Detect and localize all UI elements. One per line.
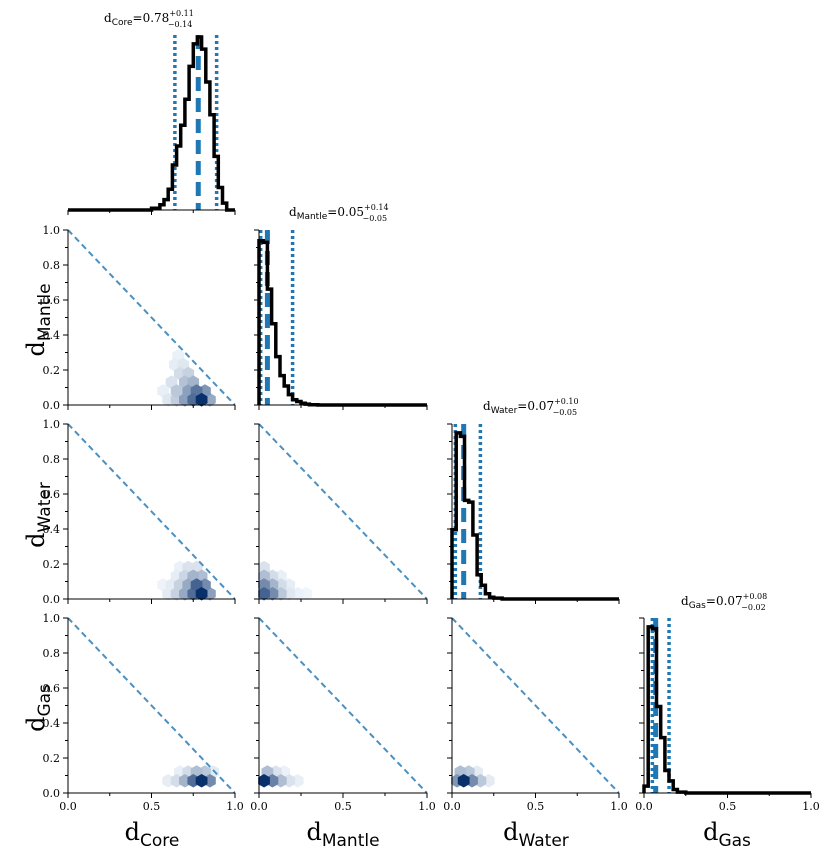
y-tick-label-1-0-5: 1.0	[43, 224, 61, 237]
density-hex-3-1-7	[258, 774, 270, 788]
y-tick-label-2-0-0: 0.0	[43, 593, 61, 606]
histogram-water	[450, 431, 619, 601]
title-water: dWater=0.07+0.10 −0.05	[483, 397, 579, 417]
title-core: dCore=0.78+0.11 −0.14	[104, 9, 194, 29]
title-mantle: dMantle=0.05+0.14 −0.05	[289, 203, 389, 223]
x-tick-label-3-3-1: 0.5	[719, 800, 737, 813]
density-hex-2-1-13	[258, 587, 270, 601]
panel-core-vs-core	[67, 35, 236, 215]
x-tick-label-3-1-2: 1.0	[418, 800, 436, 813]
x-tick-label-3-0-2: 1.0	[226, 800, 244, 813]
ylabel-water: dWater	[22, 482, 55, 548]
x-tick-label-3-2-0: 0.0	[443, 800, 461, 813]
panel-water-vs-core: 0.0 0.2 0.4 0.6 0.8 1.0	[43, 418, 236, 606]
xlabel-gas: dGas	[703, 818, 751, 851]
histogram-gas	[642, 625, 811, 795]
density-hex-2-1-11	[258, 578, 270, 592]
x-tick-label-3-3-0: 0.0	[635, 800, 653, 813]
x-tick-label-3-0-0: 0.0	[59, 800, 77, 813]
histogram-core	[68, 35, 235, 212]
x-tick-label-3-0-1: 0.5	[143, 800, 161, 813]
y-tick-label-1-0-2: 0.4	[43, 329, 61, 342]
xlabel-water: dWater	[503, 818, 569, 851]
panel-mantle-vs-core: 0.0 0.2 0.4 0.6 0.8 1.0	[43, 224, 236, 412]
sum-constraint-line-1-0	[67, 229, 236, 406]
sum-constraint-line-3-1	[258, 617, 428, 794]
x-tick-label-3-2-1: 0.5	[527, 800, 545, 813]
x-tick-label-3-1-0: 0.0	[250, 800, 268, 813]
density-hex-2-1-5	[258, 560, 270, 575]
sum-constraint-line-2-0	[67, 423, 236, 600]
x-tick-label-3-3-2: 1.0	[802, 800, 820, 813]
density-hex-3-0-10	[195, 774, 208, 788]
sum-constraint-line-2-1	[258, 423, 428, 600]
density-hex-1-0-9	[170, 384, 183, 398]
title-gas: dGas=0.07+0.08 −0.02	[681, 592, 767, 612]
y-tick-label-2-0-1: 0.2	[43, 558, 61, 571]
panel-gas-vs-water: 0.0 0.5 1.0	[443, 617, 628, 813]
x-tick-label-3-1-1: 0.5	[334, 800, 352, 813]
density-hex-1-0-18	[195, 392, 208, 407]
y-tick-label-3-0-4: 0.8	[43, 647, 61, 660]
panel-mantle-vs-mantle	[254, 229, 428, 410]
y-tick-label-2-0-5: 1.0	[43, 418, 61, 431]
y-tick-label-2-0-2: 0.4	[43, 523, 61, 536]
y-tick-label-3-0-2: 0.4	[43, 717, 61, 730]
y-tick-label-3-0-5: 1.0	[43, 612, 61, 625]
y-tick-label-1-0-0: 0.0	[43, 399, 61, 412]
histogram-mantle	[257, 238, 427, 407]
y-tick-label-2-0-4: 0.8	[43, 453, 61, 466]
y-tick-label-3-0-0: 0.0	[43, 787, 61, 800]
density-hex-2-1-9	[258, 569, 270, 583]
y-tick-label-1-0-3: 0.6	[43, 294, 61, 307]
x-tick-label-3-2-2: 1.0	[610, 800, 628, 813]
panel-water-vs-water	[447, 423, 620, 604]
y-tick-label-3-0-1: 0.2	[43, 752, 61, 765]
panel-water-vs-mantle	[254, 423, 428, 604]
xlabel-mantle: dMantle	[306, 818, 379, 851]
panel-gas-vs-gas: 0.0 0.5 1.0	[635, 617, 820, 813]
ylabel-mantle: dMantle	[22, 283, 55, 356]
xlabel-core: dCore	[125, 818, 180, 851]
panel-gas-vs-mantle: 0.0 0.5 1.0	[250, 617, 436, 813]
sum-constraint-line-3-0	[67, 617, 236, 794]
y-tick-label-1-0-1: 0.2	[43, 364, 61, 377]
y-tick-label-3-0-3: 0.6	[43, 682, 61, 695]
y-tick-label-2-0-3: 0.6	[43, 488, 61, 501]
density-hex-3-2-7	[457, 774, 470, 788]
sum-constraint-line-3-2	[451, 617, 620, 794]
y-tick-label-1-0-4: 0.8	[43, 259, 61, 272]
panel-gas-vs-core: 0.0 0.5 1.0 0.0 0.2 0.4 0.6 0.8 1.0	[43, 612, 244, 813]
density-hex-2-0-18	[195, 587, 208, 601]
panels-layer: 0.00.20.40.60.81.00.00.20.40.60.81.00.0 0…	[43, 35, 820, 813]
ylabel-gas: dGas	[22, 684, 55, 732]
